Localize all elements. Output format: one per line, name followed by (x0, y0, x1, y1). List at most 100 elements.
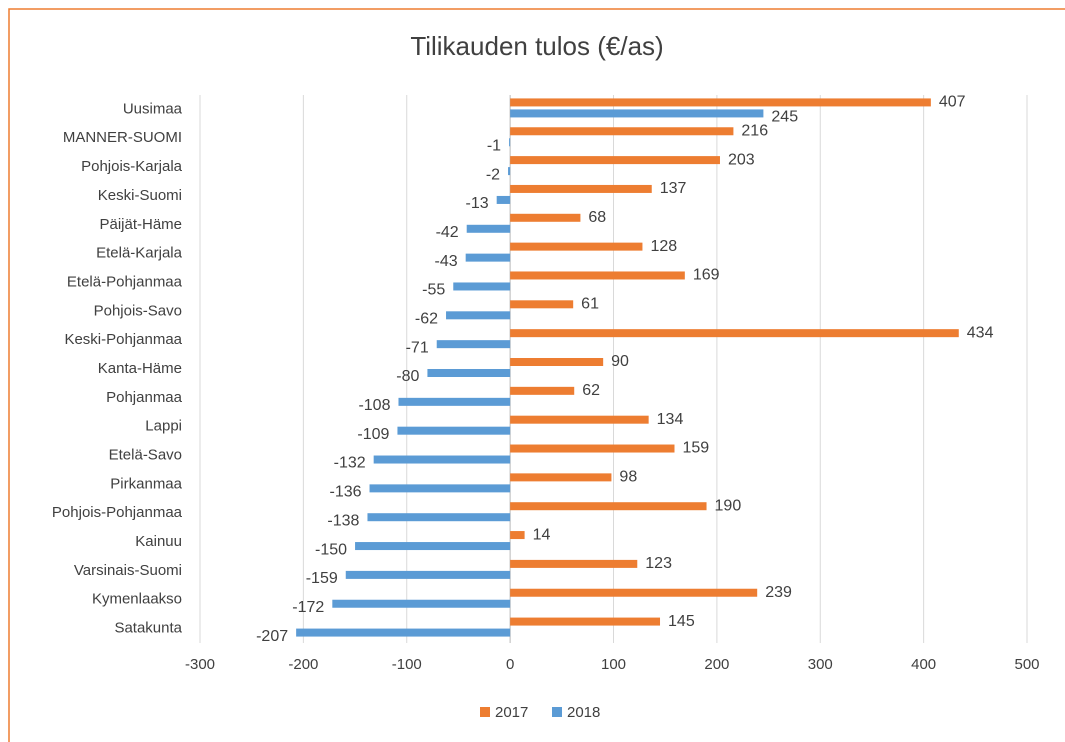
y-tick-label: Uusimaa (123, 100, 183, 117)
bar (367, 513, 511, 522)
chart-title: Tilikauden tulos (€/as) (410, 31, 663, 61)
data-label: 98 (619, 469, 637, 486)
data-label: 123 (645, 555, 672, 572)
bar (508, 167, 511, 176)
y-tick-label: Keski-Suomi (98, 187, 182, 204)
data-label: 203 (728, 151, 755, 168)
data-label: -55 (422, 282, 445, 299)
bar (510, 156, 720, 165)
data-label: -108 (358, 397, 390, 414)
legend-swatch (480, 707, 490, 717)
y-tick-label: Pohjois-Karjala (81, 158, 183, 175)
bar (510, 358, 604, 366)
bar (510, 531, 525, 540)
data-label: -1 (487, 137, 501, 154)
data-label: -136 (330, 484, 362, 501)
bar (510, 617, 661, 626)
y-tick-label: Keski-Pohjanmaa (64, 331, 182, 348)
bar (427, 369, 511, 377)
data-label: 159 (682, 440, 709, 457)
data-label: -2 (486, 166, 500, 183)
y-tick-label: Kanta-Häme (98, 360, 182, 377)
bar (510, 502, 707, 511)
data-label: 245 (771, 109, 798, 126)
legend-label: 2017 (495, 704, 528, 721)
x-tick-label: -100 (392, 656, 422, 673)
data-label: -80 (396, 368, 419, 385)
y-tick-label: Etelä-Pohjanmaa (67, 273, 183, 290)
bar (510, 127, 734, 136)
bar (397, 426, 511, 435)
bar (510, 588, 758, 597)
bar (436, 340, 511, 349)
data-label: 407 (939, 94, 966, 111)
legend-swatch (552, 707, 562, 717)
y-tick-label: MANNER-SUOMI (63, 129, 182, 146)
bar (466, 224, 511, 233)
legend-label: 2018 (567, 704, 600, 721)
data-label: 145 (668, 613, 695, 630)
bar (369, 484, 511, 493)
data-label: 190 (715, 497, 742, 514)
y-tick-label: Pohjanmaa (106, 389, 183, 406)
y-tick-label: Etelä-Karjala (96, 245, 183, 262)
data-label: 61 (581, 296, 599, 313)
y-tick-label: Lappi (145, 418, 182, 435)
data-label: -71 (406, 339, 429, 356)
bar (496, 195, 511, 204)
bar (446, 311, 511, 320)
bar (296, 628, 511, 637)
y-tick-label: Kymenlaakso (92, 591, 182, 608)
data-label: 239 (765, 584, 792, 601)
data-label: 128 (650, 238, 677, 255)
bar (510, 386, 575, 395)
x-tick-label: -300 (185, 656, 215, 673)
bar (510, 473, 612, 482)
y-tick-label: Päijät-Häme (99, 216, 182, 233)
bar (510, 444, 675, 453)
data-label: 68 (588, 209, 606, 226)
bar (398, 397, 511, 406)
bar (510, 415, 649, 424)
bar (510, 213, 581, 222)
y-tick-label: Varsinais-Suomi (74, 562, 182, 579)
bar (355, 542, 511, 551)
bar (510, 109, 764, 118)
data-label: -43 (435, 253, 458, 270)
data-label: -159 (306, 570, 338, 587)
data-label: -109 (357, 426, 389, 443)
data-label: -62 (415, 311, 438, 328)
data-label: -13 (466, 195, 489, 212)
bar (510, 184, 652, 193)
data-label: 169 (693, 267, 720, 284)
x-tick-label: 300 (808, 656, 833, 673)
bar (345, 570, 511, 579)
x-tick-label: -200 (288, 656, 318, 673)
x-tick-label: 200 (704, 656, 729, 673)
bar (510, 300, 574, 309)
data-label: -207 (256, 628, 288, 645)
x-tick-label: 400 (911, 656, 936, 673)
data-label: 14 (533, 526, 551, 543)
bar (510, 329, 959, 338)
x-tick-label: 0 (506, 656, 514, 673)
data-label: -150 (315, 541, 347, 558)
bar (453, 282, 511, 291)
data-label: 90 (611, 353, 629, 370)
bar (510, 271, 685, 280)
y-tick-label: Kainuu (135, 533, 182, 550)
x-tick-label: 100 (601, 656, 626, 673)
bar (510, 559, 638, 568)
bar (510, 98, 931, 107)
data-label: 134 (657, 411, 684, 428)
bar (332, 599, 511, 608)
data-label: -42 (436, 224, 459, 241)
y-tick-label: Satakunta (114, 620, 182, 637)
y-tick-label: Pirkanmaa (110, 475, 182, 492)
x-tick-label: 500 (1014, 656, 1039, 673)
bar (465, 253, 511, 262)
y-tick-label: Pohjois-Pohjanmaa (52, 504, 183, 521)
bar (509, 138, 511, 147)
data-label: 137 (660, 180, 687, 197)
